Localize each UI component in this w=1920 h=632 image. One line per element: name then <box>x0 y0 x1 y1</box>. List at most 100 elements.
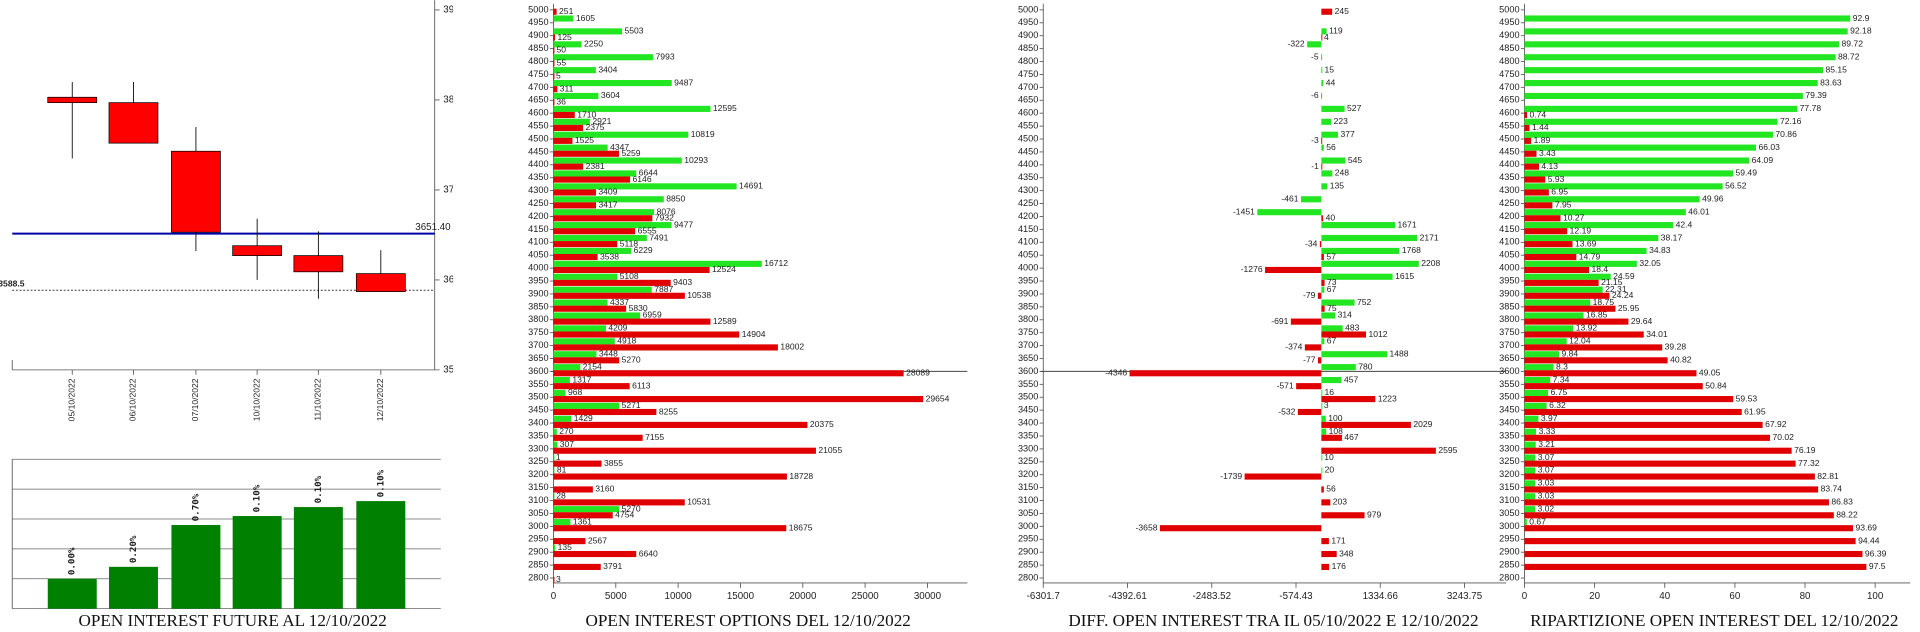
bar-label: -461 <box>1281 194 1298 204</box>
bar <box>1321 34 1323 41</box>
bar-label: 377 <box>1340 129 1355 139</box>
y-tick-label: 2950 <box>1018 534 1038 544</box>
x-tick-label: 11/10/2022 <box>313 378 323 420</box>
y-tick-label: 2850 <box>1499 560 1519 570</box>
bar <box>553 376 570 384</box>
bar <box>1524 493 1536 500</box>
bar <box>1524 292 1610 299</box>
bar <box>553 209 655 216</box>
bar-label: 3855 <box>604 458 623 468</box>
y-tick-label: 4450 <box>1499 146 1519 156</box>
bar-label: 3.33 <box>1539 426 1556 436</box>
bar <box>553 454 555 461</box>
bar <box>1524 215 1561 222</box>
bar <box>1321 421 1411 428</box>
x-tick-label: 10000 <box>665 591 693 602</box>
y-tick-label: 4350 <box>1018 172 1038 182</box>
bar <box>553 576 555 583</box>
bar <box>1321 338 1325 345</box>
bar <box>1524 15 1851 22</box>
bar-label: 79.39 <box>1805 90 1827 100</box>
bar-label: 3.43 <box>1539 148 1556 158</box>
y-tick-label: 4750 <box>528 69 548 79</box>
y-tick-label: 3250 <box>528 456 548 466</box>
level-label: 3651.40 <box>415 222 451 233</box>
bar <box>1524 318 1629 325</box>
bar-label: 8255 <box>659 406 678 416</box>
y-tick-label: 4500 <box>1018 133 1038 143</box>
bar-label: 10819 <box>691 129 715 139</box>
bar-label: 348 <box>1339 548 1354 558</box>
y-tick-label: 4950 <box>1018 17 1038 27</box>
bar-label: 34.01 <box>1646 329 1668 339</box>
bar <box>553 15 574 22</box>
y-tick-label: 3000 <box>528 521 548 531</box>
chart-title: OPEN INTEREST FUTURE AL 12/10/2022 <box>79 611 387 630</box>
bar <box>1524 253 1577 261</box>
x-tick-label: 80 <box>1800 591 1811 602</box>
y-tick-label: 2850 <box>1018 560 1038 570</box>
bar-label: 88.72 <box>1838 52 1860 62</box>
bar <box>1524 124 1530 131</box>
y-tick-label: 3150 <box>528 482 548 492</box>
bar <box>553 299 608 306</box>
bar-label: 12.04 <box>1569 336 1591 346</box>
bar <box>1524 131 1773 138</box>
bar-label: 8.3 <box>1556 361 1568 371</box>
bar-label: 61.95 <box>1744 406 1766 416</box>
y-tick-label: 3500 <box>1018 392 1038 402</box>
y-tick-label: 5000 <box>1499 4 1519 14</box>
bar-label: 5270 <box>622 503 641 513</box>
bar <box>1524 447 1792 454</box>
y-tick-label: 4700 <box>1499 82 1519 92</box>
bar-label: 3 <box>556 574 561 584</box>
bar-label: 12595 <box>713 103 737 113</box>
bar-label: 6.32 <box>1549 400 1566 410</box>
bar <box>1524 550 1863 558</box>
bar <box>553 118 590 125</box>
bar-label: 0.67 <box>1529 516 1546 526</box>
bar <box>1524 279 1599 286</box>
y-tick-label: 4850 <box>1499 43 1519 53</box>
x-tick-label: 25000 <box>852 591 880 602</box>
y-tick-label: 3800 <box>1499 314 1519 324</box>
bar-label: 8850 <box>666 194 685 204</box>
bar <box>1321 325 1343 332</box>
y-tick-label: 2850 <box>528 560 548 570</box>
bar-label: 81 <box>557 465 567 475</box>
bar <box>553 563 601 571</box>
bar <box>1524 312 1584 319</box>
bar <box>1321 331 1367 338</box>
bar <box>553 47 555 54</box>
bar <box>1244 473 1322 480</box>
y-tick-label: 3650 <box>1499 353 1519 363</box>
bar-label: 527 <box>1347 103 1362 113</box>
bar <box>1524 376 1551 384</box>
bar <box>553 253 598 261</box>
x-tick-label: 06/10/2022 <box>128 378 138 421</box>
bar <box>553 447 816 454</box>
bar-label: -79 <box>1303 290 1316 300</box>
bar-label: 55 <box>557 58 567 68</box>
bar <box>1524 196 1700 203</box>
bar-label: 311 <box>560 83 574 93</box>
y-tick-label: 4150 <box>1499 224 1519 234</box>
y-tick-label: 3700 <box>528 340 548 350</box>
y-tick-label: 4950 <box>528 17 548 27</box>
bar <box>1524 499 1829 506</box>
bar-label: 3791 <box>603 561 622 571</box>
y-tick-label: 2800 <box>1018 572 1038 582</box>
bar-label: -322 <box>1288 39 1305 49</box>
bar <box>553 202 597 209</box>
bar <box>171 524 221 609</box>
bar-label: 73 <box>1327 277 1337 287</box>
bar <box>356 501 406 609</box>
bar <box>553 111 575 119</box>
y-tick-label: 4050 <box>1499 250 1519 260</box>
y-tick-label: 4800 <box>1018 56 1038 66</box>
y-tick-label: 3700 <box>1018 340 1038 350</box>
bar <box>1321 415 1326 422</box>
bar-label: -77 <box>1303 355 1316 365</box>
level-label: 3588.5 <box>0 278 25 288</box>
bar-label: 5.93 <box>1548 174 1565 184</box>
